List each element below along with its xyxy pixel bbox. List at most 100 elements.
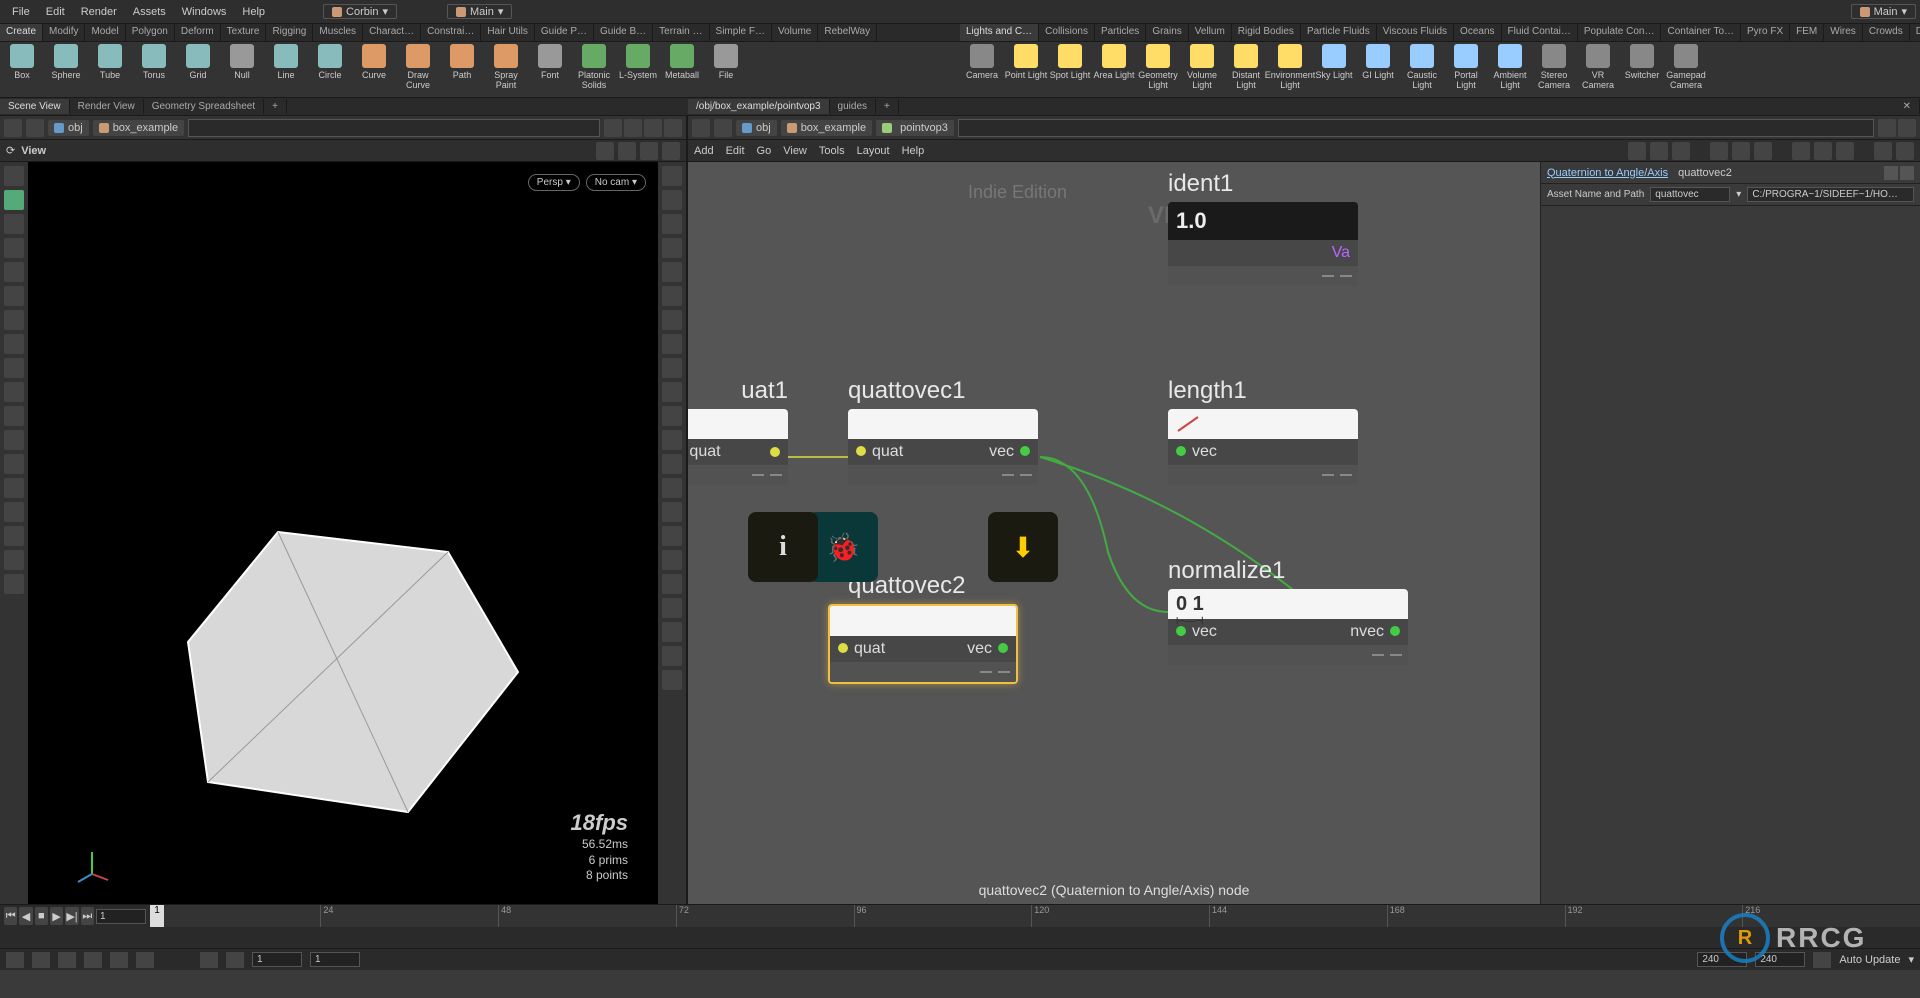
fwd-icon[interactable]: [26, 119, 44, 137]
shelf-tab-polygon[interactable]: Polygon: [126, 24, 175, 41]
net-btn-3[interactable]: [1672, 142, 1690, 160]
tool-box[interactable]: Box: [0, 44, 44, 80]
shelf-tab-drivesimula[interactable]: Drive Simula…: [1910, 24, 1920, 41]
net-back-icon[interactable]: [692, 119, 710, 137]
node-length1[interactable]: length1 vec: [1168, 377, 1358, 485]
ghost-icon[interactable]: [644, 119, 662, 137]
play-next-icon[interactable]: ▶|: [65, 907, 78, 925]
net-btn-2[interactable]: [1650, 142, 1668, 160]
shelf-tab-particlefluids[interactable]: Particle Fluids: [1301, 24, 1377, 41]
shelf-tab-muscles[interactable]: Muscles: [313, 24, 363, 41]
shelf-tab-terrain[interactable]: Terrain …: [653, 24, 709, 41]
snap-icon[interactable]: [596, 142, 614, 160]
tool-11[interactable]: [4, 406, 24, 426]
snap3-icon[interactable]: [640, 142, 658, 160]
shelf-tab-pyrofx[interactable]: Pyro FX: [1741, 24, 1790, 41]
tool-torus[interactable]: Torus: [132, 44, 176, 80]
net-menu-layout[interactable]: Layout: [857, 145, 890, 157]
disp-9[interactable]: [662, 358, 682, 378]
tool-sky-light[interactable]: Sky Light: [1312, 44, 1356, 80]
asset-path-input[interactable]: [1747, 187, 1914, 202]
asset-dropdown-icon[interactable]: ▾: [1736, 189, 1741, 200]
menu-render[interactable]: Render: [73, 6, 125, 18]
desk-selector[interactable]: Corbin ▾: [323, 4, 397, 19]
tab-network-path[interactable]: /obj/box_example/pointvop3: [688, 99, 830, 114]
disp-10[interactable]: [662, 382, 682, 402]
net-menu-view[interactable]: View: [783, 145, 807, 157]
display-icon[interactable]: [664, 119, 682, 137]
tool-caustic-light[interactable]: Caustic Light: [1400, 44, 1444, 90]
shelf-tab-fem[interactable]: FEM: [1790, 24, 1824, 41]
shelf-tab-deform[interactable]: Deform: [175, 24, 221, 41]
menu-help[interactable]: Help: [234, 6, 273, 18]
net-crumb-pointvop[interactable]: pointvop3: [876, 120, 954, 136]
node-normalize1[interactable]: normalize1 0 1⊢—⊣ vecnvec: [1168, 557, 1408, 665]
shelf-tab-lightsandc[interactable]: Lights and C…: [960, 24, 1039, 41]
shelf-tab-rigging[interactable]: Rigging: [266, 24, 313, 41]
tool-6[interactable]: [4, 286, 24, 306]
disp-1[interactable]: [662, 166, 682, 186]
tool-vr-camera[interactable]: VR Camera: [1576, 44, 1620, 90]
shelf-tab-guideb[interactable]: Guide B…: [594, 24, 653, 41]
play-last-icon[interactable]: ⏭: [81, 907, 94, 925]
tool-spot-light[interactable]: Spot Light: [1048, 44, 1092, 80]
tool-file[interactable]: File: [704, 44, 748, 80]
tool-switcher[interactable]: Switcher: [1620, 44, 1664, 80]
disp-7[interactable]: [662, 310, 682, 330]
tool-camera[interactable]: Camera: [960, 44, 1004, 80]
net-btn-1[interactable]: [1628, 142, 1646, 160]
back-icon[interactable]: [4, 119, 22, 137]
path-input-left[interactable]: [188, 119, 600, 137]
tool-null[interactable]: Null: [220, 44, 264, 80]
net-menu-help[interactable]: Help: [902, 145, 925, 157]
tool-9[interactable]: [4, 358, 24, 378]
tool-path[interactable]: Path: [440, 44, 484, 80]
select-tool[interactable]: [4, 166, 24, 186]
shelf-tab-oceans[interactable]: Oceans: [1454, 24, 1501, 41]
net-btn-5[interactable]: [1732, 142, 1750, 160]
disp-13[interactable]: [662, 454, 682, 474]
shelf-tab-charact[interactable]: Charact…: [363, 24, 421, 41]
net-btn-8[interactable]: [1814, 142, 1832, 160]
persp-selector[interactable]: Persp ▾: [528, 174, 580, 191]
disp-15[interactable]: [662, 502, 682, 522]
tool-17[interactable]: [4, 550, 24, 570]
tool-spray-paint[interactable]: Spray Paint: [484, 44, 528, 90]
vp-help-icon[interactable]: [662, 142, 680, 160]
net-menu-tools[interactable]: Tools: [819, 145, 845, 157]
tool-platonic-solids[interactable]: Platonic Solids: [572, 44, 616, 90]
shelf-tab-simplef[interactable]: Simple F…: [710, 24, 772, 41]
range-start2-input[interactable]: [310, 952, 360, 967]
tool-volume-light[interactable]: Volume Light: [1180, 44, 1224, 90]
tool-12[interactable]: [4, 430, 24, 450]
disp-14[interactable]: [662, 478, 682, 498]
net-btn-7[interactable]: [1792, 142, 1810, 160]
tool-point-light[interactable]: Point Light: [1004, 44, 1048, 80]
node-quattovec2[interactable]: quattovec2 quatvec: [808, 572, 1018, 684]
disp-6[interactable]: [662, 286, 682, 306]
net-btn-6[interactable]: [1754, 142, 1772, 160]
tool-sphere[interactable]: Sphere: [44, 44, 88, 80]
disp-12[interactable]: [662, 430, 682, 450]
shelf-tab-modify[interactable]: Modify: [43, 24, 85, 41]
tool-15[interactable]: [4, 502, 24, 522]
status-icon-3[interactable]: [58, 952, 76, 968]
shelf-tab-crowds[interactable]: Crowds: [1863, 24, 1910, 41]
tab-guides[interactable]: guides: [830, 99, 876, 114]
disp-11[interactable]: [662, 406, 682, 426]
camera-selector[interactable]: No cam ▾: [586, 174, 646, 191]
tool-portal-light[interactable]: Portal Light: [1444, 44, 1488, 90]
net-context-obj[interactable]: obj: [736, 120, 777, 136]
lock-icon[interactable]: [662, 238, 682, 258]
tool-environment-light[interactable]: Environment Light: [1268, 44, 1312, 90]
tab-scene-view[interactable]: Scene View: [0, 99, 70, 114]
net-crumb-box[interactable]: box_example: [781, 120, 872, 136]
shelf-tab-wires[interactable]: Wires: [1824, 24, 1863, 41]
play-prev-icon[interactable]: ◀: [19, 907, 32, 925]
tool-10[interactable]: [4, 382, 24, 402]
tool-metaball[interactable]: Metaball: [660, 44, 704, 80]
shelf-tab-viscousfluids[interactable]: Viscous Fluids: [1377, 24, 1454, 41]
network-canvas[interactable]: Indie Edition VEX Builder ident1 1.0 Va …: [688, 162, 1920, 904]
auto-update-dropdown-icon[interactable]: ▾: [1908, 953, 1914, 966]
current-frame-input[interactable]: [96, 909, 146, 924]
